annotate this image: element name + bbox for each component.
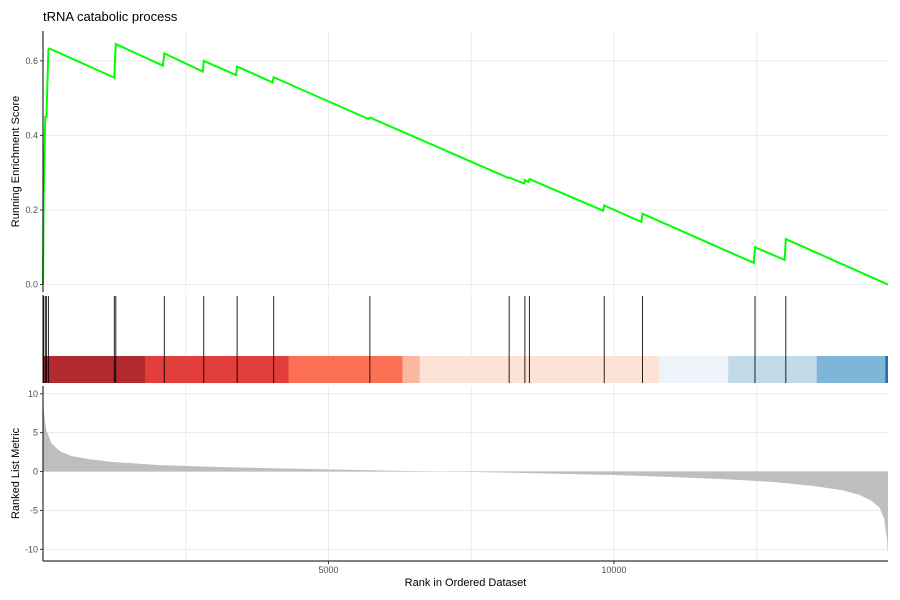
color-bar-segment: [816, 356, 886, 383]
color-bar-segment: [43, 356, 146, 383]
x-axis-title: Rank in Ordered Dataset: [405, 577, 527, 589]
y-tick-label: -10: [25, 544, 38, 554]
color-bar-segment: [659, 356, 729, 383]
y-tick-label: 0.4: [25, 130, 38, 140]
color-bar-segment: [885, 356, 888, 383]
enrichment-y-ticks: 0.0 0.2 0.4 0.6: [25, 56, 43, 290]
x-ticks: 5000 10000: [318, 561, 626, 575]
y-tick-label: -5: [30, 505, 38, 515]
y-tick-label: 0.6: [25, 56, 38, 66]
y-tick-label: 0.2: [25, 205, 38, 215]
color-bar-segment: [145, 356, 289, 383]
color-bar-segment: [402, 356, 420, 383]
metric-y-ticks: -10 -5 0 5 10: [25, 389, 43, 554]
y-tick-label: 5: [33, 428, 38, 438]
y-tick-label: 10: [28, 389, 38, 399]
enrichment-y-axis-title: Running Enrichment Score: [10, 96, 22, 227]
ranked-list-color-bar: [43, 356, 888, 383]
color-bar-segment: [728, 356, 817, 383]
running-enrichment-score-line: [42, 42, 889, 286]
enrichment-panel-gridlines: [43, 31, 888, 292]
ranked-list-metric-area: [43, 392, 888, 556]
x-tick-label: 10000: [601, 565, 626, 575]
metric-y-axis-title: Ranked List Metric: [10, 427, 22, 519]
enrichment-score-panel: [42, 42, 889, 286]
x-tick-label: 5000: [318, 565, 338, 575]
y-tick-label: 0.0: [25, 280, 38, 290]
chart-title: tRNA catabolic process: [43, 9, 178, 24]
color-bar-segment: [288, 356, 403, 383]
color-bar-segment: [419, 356, 660, 383]
y-tick-label: 0: [33, 467, 38, 477]
gene-hit-lines: [43, 296, 787, 383]
